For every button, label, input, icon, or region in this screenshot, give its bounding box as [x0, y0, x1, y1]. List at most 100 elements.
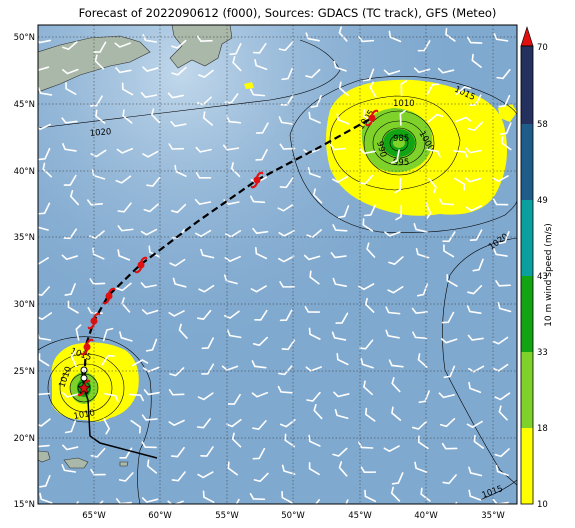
hurricane-symbol: [102, 287, 116, 305]
wind-barb: [415, 247, 430, 259]
wind-barb: [391, 472, 404, 485]
wind-barb: [250, 195, 266, 204]
wind-barb: [89, 95, 103, 107]
colorbar-tick: 58: [537, 120, 548, 130]
wind-barb: [142, 66, 159, 72]
wind-barb: [143, 389, 160, 396]
lon-tick: 45°W: [348, 511, 372, 521]
wind-barb: [116, 147, 134, 154]
wind-barb: [305, 366, 323, 372]
wind-barb: [62, 68, 79, 75]
lon-tick: 55°W: [215, 511, 239, 521]
wind-barb: [178, 323, 188, 339]
wind-barb: [115, 175, 132, 184]
wind-barb: [278, 255, 295, 263]
wind-barb: [63, 174, 77, 186]
wind-barb: [254, 58, 268, 71]
wind-barb: [360, 357, 374, 369]
hurricane-symbol: [134, 256, 148, 274]
wind-barb: [313, 403, 323, 420]
wind-barb: [196, 35, 213, 43]
wind-barb: [279, 281, 295, 288]
wind-barb: [255, 247, 268, 260]
wind-barb: [469, 229, 483, 241]
wind-barb: [427, 113, 444, 123]
wind-barb: [250, 88, 266, 97]
wind-barb: [307, 166, 321, 178]
wind-barb: [498, 231, 510, 245]
wind-barb: [141, 414, 158, 421]
lon-tick: 35°W: [481, 511, 505, 521]
wind-barb: [387, 285, 404, 294]
wind-barb: [332, 277, 347, 287]
lon-tick: 50°W: [281, 511, 305, 521]
wind-barb: [38, 37, 52, 44]
lat-tick: 40°N: [14, 167, 35, 177]
wind-barb: [38, 257, 49, 265]
wind-barb: [225, 418, 242, 428]
wind-barb: [38, 123, 51, 131]
wind-barb: [93, 41, 107, 53]
wind-barb: [250, 285, 267, 293]
wind-barb: [38, 65, 50, 72]
wind-barb: [61, 117, 78, 124]
wind-barb: [39, 492, 53, 504]
gridlines: [38, 25, 517, 504]
wind-barb: [279, 309, 293, 322]
wind-barb: [115, 67, 132, 74]
wind-barb: [38, 147, 51, 161]
wind-barb: [383, 69, 401, 76]
wind-barb: [169, 258, 186, 267]
wind-barb: [171, 66, 187, 76]
wind-barb: [395, 204, 403, 221]
wind-barb: [90, 447, 106, 458]
wind-barb: [255, 149, 268, 161]
colorbar-tick: 18: [537, 424, 548, 434]
wind-barb: [332, 175, 349, 183]
wind-barb: [455, 85, 471, 96]
wind-barb: [466, 420, 483, 429]
wind-barb: [277, 385, 293, 394]
wind-barb: [332, 447, 348, 457]
wind-barb: [332, 224, 348, 232]
wind-barb: [221, 365, 239, 371]
wind-barb: [384, 231, 401, 237]
wind-barb: [383, 445, 400, 453]
wind-barb: [468, 466, 483, 477]
wind-barb: [495, 280, 512, 287]
wind-barb: [425, 202, 432, 219]
wind-barb: [280, 94, 294, 106]
wind-barb: [168, 143, 185, 150]
wind-barb: [224, 255, 241, 263]
wind-barb: [281, 339, 296, 351]
wind-barb: [252, 336, 268, 347]
colorbar-segment: [521, 200, 533, 276]
wind-barb: [279, 143, 296, 150]
wind-barb: [253, 472, 269, 483]
wind-barb: [94, 54, 105, 70]
wind-barb: [117, 202, 132, 213]
wind-barb: [172, 277, 187, 288]
wind-barb: [168, 310, 185, 317]
lat-tick: 25°N: [14, 367, 35, 377]
wind-barb: [304, 306, 321, 313]
lat-tick: 35°N: [14, 233, 35, 243]
wind-barb: [360, 466, 377, 473]
wind-barb: [122, 109, 133, 124]
wind-barb: [333, 60, 347, 72]
wind-barb: [279, 419, 296, 428]
lon-tick: 60°W: [148, 511, 172, 521]
wind-barb: [69, 189, 80, 206]
wind-barb: [38, 418, 51, 427]
wind-barb: [89, 278, 106, 285]
wind-barb: [70, 350, 77, 368]
wind-barb: [330, 252, 347, 259]
wind-barb: [411, 307, 428, 314]
wind-barb: [229, 43, 242, 56]
wind-barb: [394, 177, 402, 194]
wind-barb: [102, 327, 114, 342]
wind-barb: [38, 202, 51, 215]
wind-barb: [465, 204, 482, 212]
wind-barb: [362, 68, 375, 82]
wind-barb: [252, 227, 269, 235]
